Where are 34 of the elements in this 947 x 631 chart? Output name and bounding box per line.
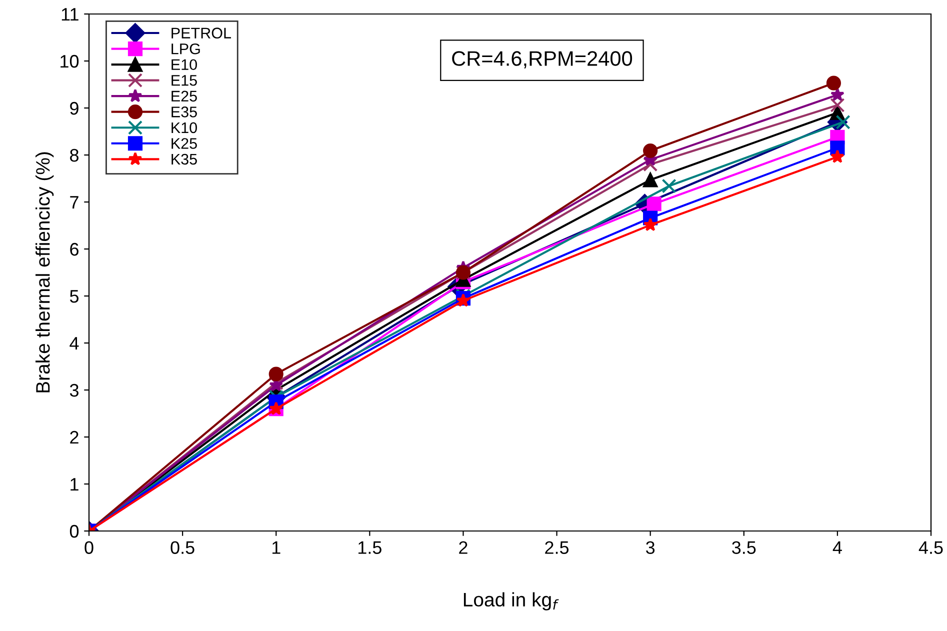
y-axis-title: Brake thermal effiencicy (%)	[36, 152, 54, 392]
legend-label: K35	[172, 154, 197, 165]
y-tick-label: 8	[70, 148, 78, 162]
y-tick-label: 5	[70, 290, 79, 303]
y-tick-label: 9	[70, 102, 78, 115]
legend-label: E35	[172, 106, 197, 118]
y-tick-label: 11	[62, 8, 78, 21]
legend-label: E10	[172, 59, 197, 70]
y-tick-label: 0	[70, 524, 79, 538]
x-tick-label: 0.5	[170, 541, 194, 554]
legend-label: E25	[172, 90, 197, 102]
legend-label: E15	[172, 75, 197, 86]
x-tick-label: 1.5	[358, 541, 382, 554]
x-tick-label: 4.5	[918, 541, 943, 554]
legend-label: K10	[172, 122, 197, 134]
x-tick-label: 2	[459, 541, 468, 554]
x-tick-label: 0	[84, 541, 94, 554]
legend-label: PETROL	[172, 28, 231, 38]
x-axis-title: Load in kg$_{f}$	[464, 592, 559, 610]
x-tick-label: 1	[272, 541, 280, 554]
x-tick-label: 4	[832, 541, 842, 554]
y-tick-label: 2	[70, 430, 78, 444]
x-tick-label: 3.5	[732, 541, 756, 554]
y-tick-label: 10	[60, 54, 79, 68]
y-tick-label: 3	[70, 384, 78, 397]
annotation: CR=4.6,RPM=2400	[452, 51, 632, 68]
y-tick-label: 7	[70, 196, 78, 209]
x-tick-label: 2.5	[545, 541, 569, 554]
legend-label: K25	[172, 138, 197, 149]
legend-label: LPG	[172, 43, 200, 54]
y-tick-label: 4	[70, 337, 79, 350]
y-tick-label: 6	[70, 242, 78, 256]
y-tick-label: 1	[70, 478, 78, 491]
x-tick-label: 3	[646, 541, 655, 554]
